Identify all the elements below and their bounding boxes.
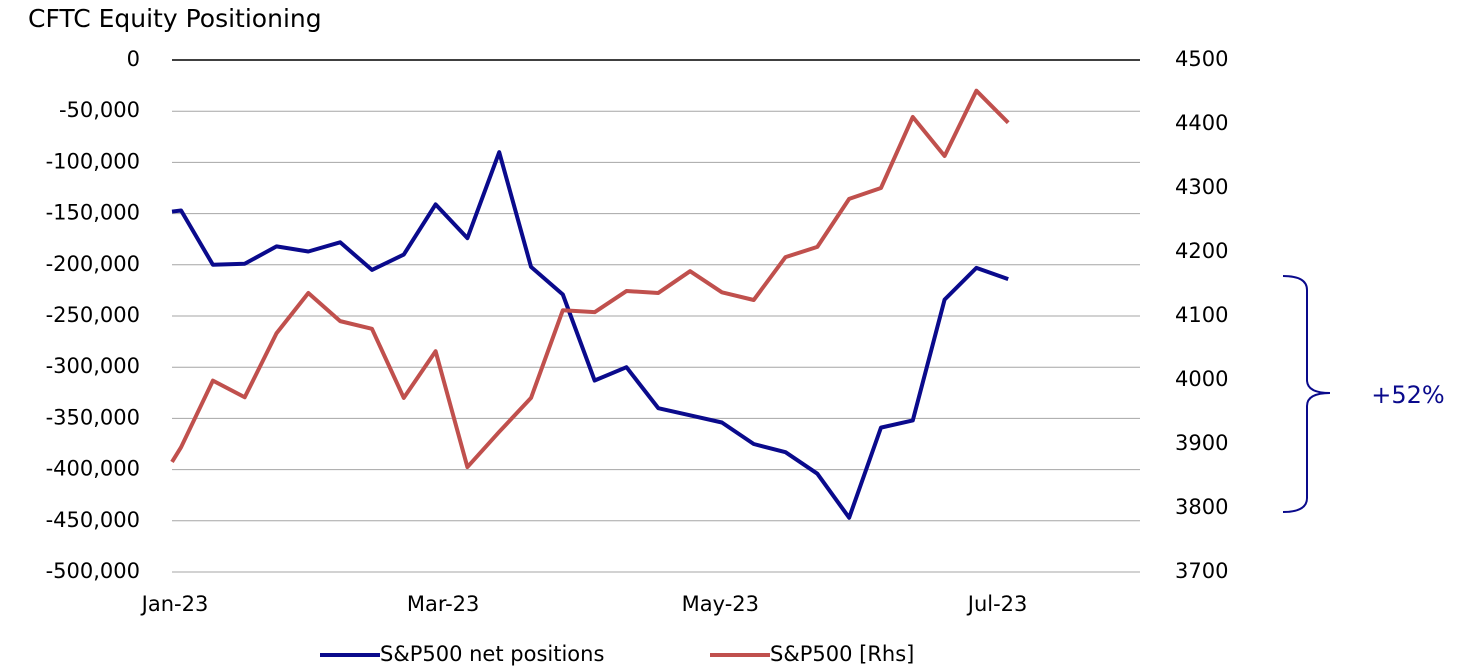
y-tick-label: -300,000 — [46, 354, 140, 378]
y-tick-label: -150,000 — [46, 201, 140, 225]
y2-tick-label: 4100 — [1175, 303, 1228, 327]
y2-tick-label: 4400 — [1175, 111, 1228, 135]
x-tick-label: Jan-23 — [140, 592, 209, 616]
series-line — [170, 88, 1010, 470]
series-line — [171, 150, 1009, 520]
y2-tick-label: 4000 — [1175, 367, 1228, 391]
y-tick-label: -50,000 — [59, 98, 140, 122]
y2-tick-label: 4300 — [1175, 175, 1228, 199]
bracket — [1282, 275, 1331, 513]
chart-title: CFTC Equity Positioning — [28, 4, 322, 33]
y-tick-label: -400,000 — [46, 457, 140, 481]
y-tick-label: 0 — [127, 47, 140, 71]
y2-tick-label: 4200 — [1175, 239, 1228, 263]
y2-tick-label: 3800 — [1175, 495, 1228, 519]
y-tick-label: -450,000 — [46, 508, 140, 532]
annotation: +52% — [1371, 381, 1444, 409]
y2-tick-label: 3900 — [1175, 431, 1228, 455]
legend-label: S&P500 net positions — [380, 642, 604, 666]
y-tick-label: -100,000 — [46, 149, 140, 173]
y-tick-label: -250,000 — [46, 303, 140, 327]
x-tick-label: May-23 — [682, 592, 759, 616]
x-tick-label: Jul-23 — [966, 592, 1028, 616]
x-tick-label: Mar-23 — [407, 592, 480, 616]
y2-tick-label: 3700 — [1175, 559, 1228, 583]
y2-tick-label: 4500 — [1175, 47, 1228, 71]
y-tick-label: -200,000 — [46, 252, 140, 276]
y-tick-label: -350,000 — [46, 405, 140, 429]
legend-label: S&P500 [Rhs] — [770, 642, 914, 666]
y-tick-label: -500,000 — [46, 559, 140, 583]
